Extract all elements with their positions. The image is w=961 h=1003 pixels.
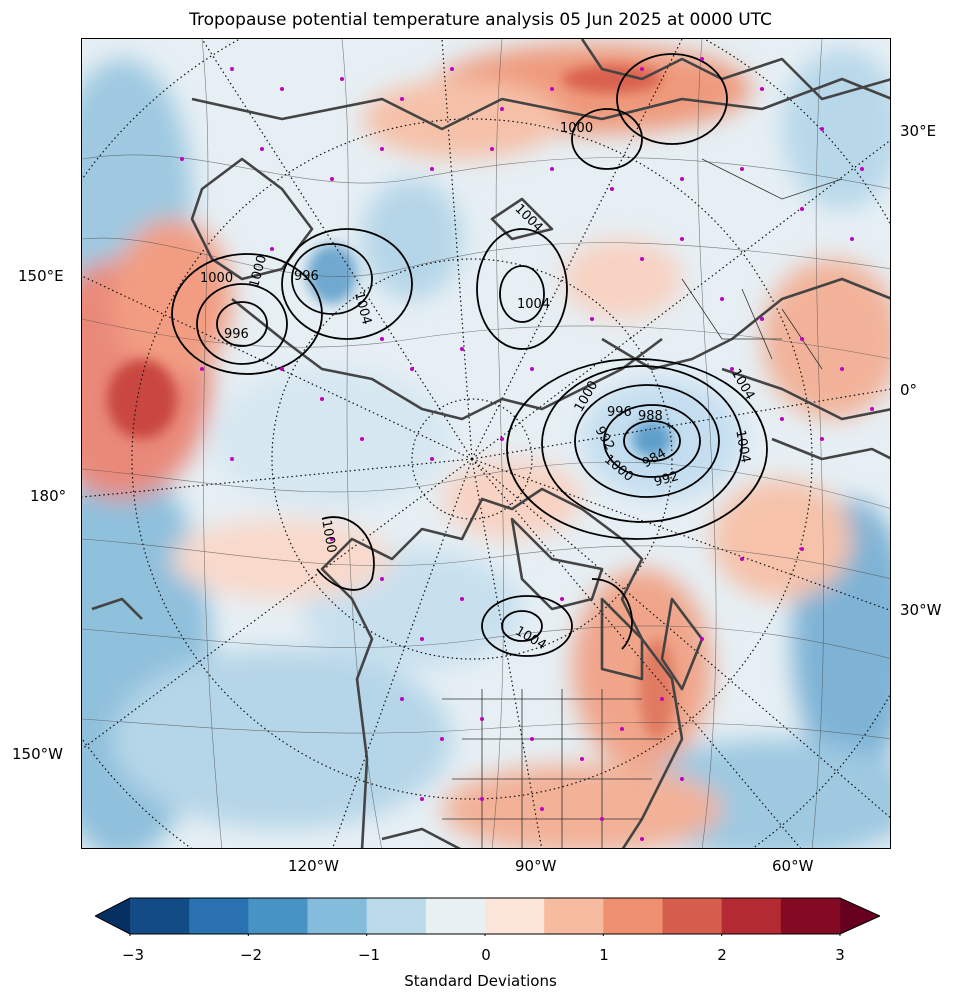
colorbar-extend-low [95, 898, 130, 934]
isobar-label: 996 [294, 269, 319, 284]
map-title: Tropopause potential temperature analysi… [189, 10, 772, 30]
colorbar-tick: −3 [121, 946, 145, 964]
lon-label-30e: 30°E [900, 122, 937, 140]
isobar-label: 996 [224, 327, 249, 342]
lon-label-120w: 120°W [288, 857, 339, 875]
isentrope-lines [82, 39, 890, 848]
isobar-label: 1000 [200, 271, 234, 286]
colorbar-tick: 0 [481, 946, 491, 964]
pressure-contours [171, 53, 768, 657]
colorbar-segment [721, 898, 782, 934]
isobar-label: 1000 [560, 121, 594, 136]
colorbar-segment [189, 898, 249, 934]
colorbar-tick: 3 [835, 946, 845, 964]
lon-label-0: 0° [900, 381, 918, 399]
colorbar-tick: −2 [239, 946, 263, 964]
isobar-label: 988 [638, 409, 663, 424]
anomaly-field [82, 44, 890, 848]
lon-label-180: 180° [30, 487, 67, 505]
colorbar-segment [485, 898, 545, 934]
map-canvas [82, 39, 890, 848]
lon-label-90w: 90°W [515, 857, 557, 875]
colorbar [93, 896, 882, 938]
colorbar-segment [307, 898, 368, 934]
coastlines [91, 39, 890, 848]
lon-label-60w: 60°W [772, 857, 814, 875]
colorbar-segment [130, 898, 190, 934]
colorbar-segment [248, 898, 308, 934]
colorbar-segment [366, 898, 427, 934]
colorbar-segment [544, 898, 604, 934]
colorbar-tick: −1 [357, 946, 381, 964]
graticule [82, 39, 890, 848]
political-borders [442, 158, 843, 848]
colorbar-tick: 2 [717, 946, 727, 964]
map-panel[interactable]: 1000 1000 996 1004 996 1004 1004 1000 10… [81, 38, 891, 849]
colorbar-segment [425, 898, 486, 934]
lon-label-150w: 150°W [12, 745, 63, 763]
colorbar-segment [780, 898, 841, 934]
colorbar-segment [662, 898, 723, 934]
colorbar-bar [93, 897, 882, 938]
lon-label-150e: 150°E [18, 267, 64, 285]
isobar-label: 996 [607, 405, 632, 420]
colorbar-extend-high [840, 898, 880, 934]
colorbar-tick: 1 [599, 946, 609, 964]
colorbar-label: Standard Deviations [404, 972, 557, 990]
colorbar-segment [603, 898, 663, 934]
station-markers [180, 57, 874, 841]
isobar-label: 1004 [517, 297, 551, 312]
lon-label-30w: 30°W [900, 601, 942, 619]
